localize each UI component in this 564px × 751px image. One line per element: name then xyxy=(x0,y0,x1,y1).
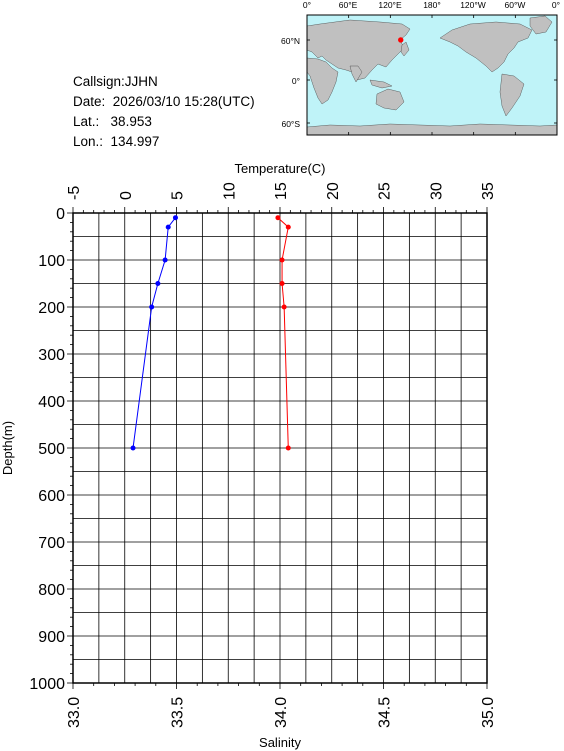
map-lon-label-2: 120°E xyxy=(378,0,402,10)
depth-tick-label: 600 xyxy=(38,488,65,505)
salinity-point xyxy=(281,304,287,310)
depth-tick-label: 700 xyxy=(38,535,65,552)
depth-tick-label: 500 xyxy=(38,441,65,458)
map-lon-label-0: 0° xyxy=(303,0,311,10)
lon-value: 134.997 xyxy=(110,134,160,149)
depth-tick-label: 100 xyxy=(38,253,65,270)
map-lon-labels: 0° 60°E 120°E 180° 120°W 60°W 0° xyxy=(303,0,560,10)
salinity-point xyxy=(275,215,281,221)
temperature-tick-label: 25 xyxy=(377,182,394,200)
temperature-point xyxy=(162,257,168,263)
map-lon-label-6: 0° xyxy=(552,0,560,10)
lon-row: Lon.: 134.997 xyxy=(73,132,255,152)
salinity-tick-label: 35.0 xyxy=(480,697,497,728)
temperature-point xyxy=(172,215,178,221)
temperature-tick-label: 35 xyxy=(480,182,497,200)
greenland-landmass xyxy=(529,15,553,35)
temperature-tick-label: 30 xyxy=(428,182,445,200)
map-lat-labels: 60°N 0° 60°S xyxy=(281,36,300,129)
maritime-asia xyxy=(369,79,393,89)
minor-ticks xyxy=(67,207,488,689)
north-america-landmass xyxy=(439,21,533,73)
map-lon-label-1: 60°E xyxy=(339,0,358,10)
africa-landmass xyxy=(306,57,339,105)
map-lon-label-3: 180° xyxy=(423,0,441,10)
salinity-point xyxy=(279,257,285,263)
station-info: Callsign:JJHN Date: 2026/03/10 15:28(UTC… xyxy=(73,72,255,152)
station-marker xyxy=(398,37,404,43)
date-value: 2026/03/10 15:28(UTC) xyxy=(112,94,255,109)
depth-tick-label: 300 xyxy=(38,347,65,364)
salinity-axis-title: Salinity xyxy=(259,735,301,750)
lon-label: Lon.: xyxy=(73,134,104,149)
lat-row: Lat.: 38.953 xyxy=(73,112,255,132)
temperature-point xyxy=(155,281,161,286)
depth-tick-label: 400 xyxy=(38,394,65,411)
lat-value: 38.953 xyxy=(110,114,152,129)
map-lon-label-5: 60°W xyxy=(505,0,526,10)
depth-tick-label: 0 xyxy=(56,206,65,223)
temperature-point xyxy=(149,304,155,310)
lat-label: Lat.: xyxy=(73,114,100,129)
temperature-axis-title: Temperature(C) xyxy=(234,161,325,176)
temperature-tick-label: 20 xyxy=(325,182,342,200)
callsign-value: JJHN xyxy=(124,74,158,89)
salinity-line xyxy=(277,217,289,449)
map-lat-label-0: 60°N xyxy=(281,36,300,46)
australia-landmass xyxy=(375,88,405,111)
profile-plot: -5 0 5 10 15 20 25 30 35 33.0 33.5 34.0 34.5 35.0 01… xyxy=(0,161,497,750)
temperature-tick-label: 5 xyxy=(170,191,187,200)
map-land xyxy=(306,15,558,136)
map-lat-label-2: 60°S xyxy=(281,119,300,129)
depth-tick-label: 800 xyxy=(38,582,65,599)
depth-tick-label: 900 xyxy=(38,629,65,646)
temperature-point xyxy=(130,445,136,451)
temperature-tick-label: 15 xyxy=(273,182,290,200)
depth-tick-labels: 0 100 200 300 400 500 600 700 800 900 1000 xyxy=(29,206,65,693)
eurasia-landmass xyxy=(306,19,411,81)
temperature-tick-label: -5 xyxy=(66,186,83,200)
salinity-tick-label: 34.0 xyxy=(273,697,290,728)
salinity-tick-label: 33.5 xyxy=(170,697,187,728)
date-row: Date: 2026/03/10 15:28(UTC) xyxy=(73,92,255,112)
japan-landmass xyxy=(400,41,410,57)
map-lat-label-1: 0° xyxy=(292,76,300,86)
temperature-point xyxy=(165,224,171,230)
map-lon-label-4: 120°W xyxy=(460,0,486,10)
world-map: 0° 60°E 120°E 180° 120°W 60°W 0° 60°N 0°… xyxy=(281,0,560,136)
depth-tick-label: 1000 xyxy=(29,676,65,693)
depth-axis-title: Depth(m) xyxy=(0,421,15,475)
temperature-line xyxy=(132,217,176,449)
series-layer xyxy=(130,215,291,451)
depth-tick-label: 200 xyxy=(38,300,65,317)
salinity-tick-label: 33.0 xyxy=(66,697,83,728)
map-ticks xyxy=(306,15,558,135)
salinity-point xyxy=(285,445,291,451)
date-label: Date: xyxy=(73,94,106,109)
india-landmass xyxy=(349,65,363,83)
salinity-point xyxy=(285,224,291,230)
temperature-tick-labels: -5 0 5 10 15 20 25 30 35 xyxy=(66,182,497,200)
callsign-row: Callsign:JJHN xyxy=(73,72,255,92)
south-america-landmass xyxy=(499,73,525,117)
salinity-tick-label: 34.5 xyxy=(377,697,394,728)
callsign-label: Callsign: xyxy=(73,74,125,89)
temperature-tick-label: 10 xyxy=(221,182,238,200)
salinity-point xyxy=(279,281,285,286)
salinity-tick-labels: 33.0 33.5 34.0 34.5 35.0 xyxy=(66,697,497,728)
temperature-tick-label: 0 xyxy=(118,191,135,200)
